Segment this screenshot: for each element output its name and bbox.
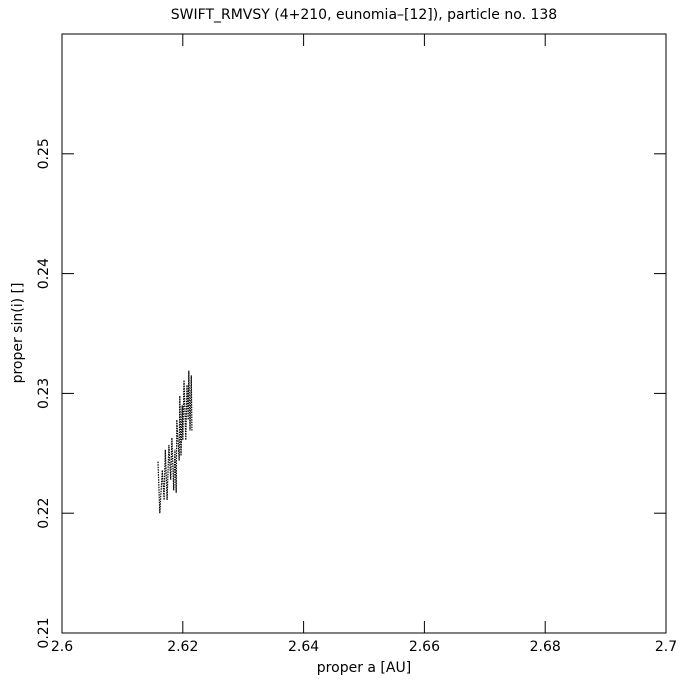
y-tick-label: 0.22 (36, 498, 52, 529)
plot-frame (61, 33, 667, 634)
x-tick-label: 2.7 (655, 639, 677, 655)
x-tick-label: 2.64 (288, 639, 319, 655)
y-tick-label: 0.23 (36, 378, 52, 409)
x-tick-label: 2.68 (530, 639, 561, 655)
data-line (157, 370, 193, 514)
y-axis-label: proper sin(i) [] (10, 283, 26, 384)
chart-title: SWIFT_RMVSY (4+210, eunomia–[12]), parti… (171, 7, 557, 23)
x-tick-label: 2.6 (51, 639, 73, 655)
y-tick-label: 0.25 (36, 138, 52, 169)
x-axis-label: proper a [AU] (317, 660, 411, 676)
x-tick-label: 2.62 (167, 639, 198, 655)
y-tick-label: 0.24 (36, 258, 52, 289)
y-tick-label: 0.21 (36, 617, 52, 648)
x-tick-label: 2.66 (409, 639, 440, 655)
